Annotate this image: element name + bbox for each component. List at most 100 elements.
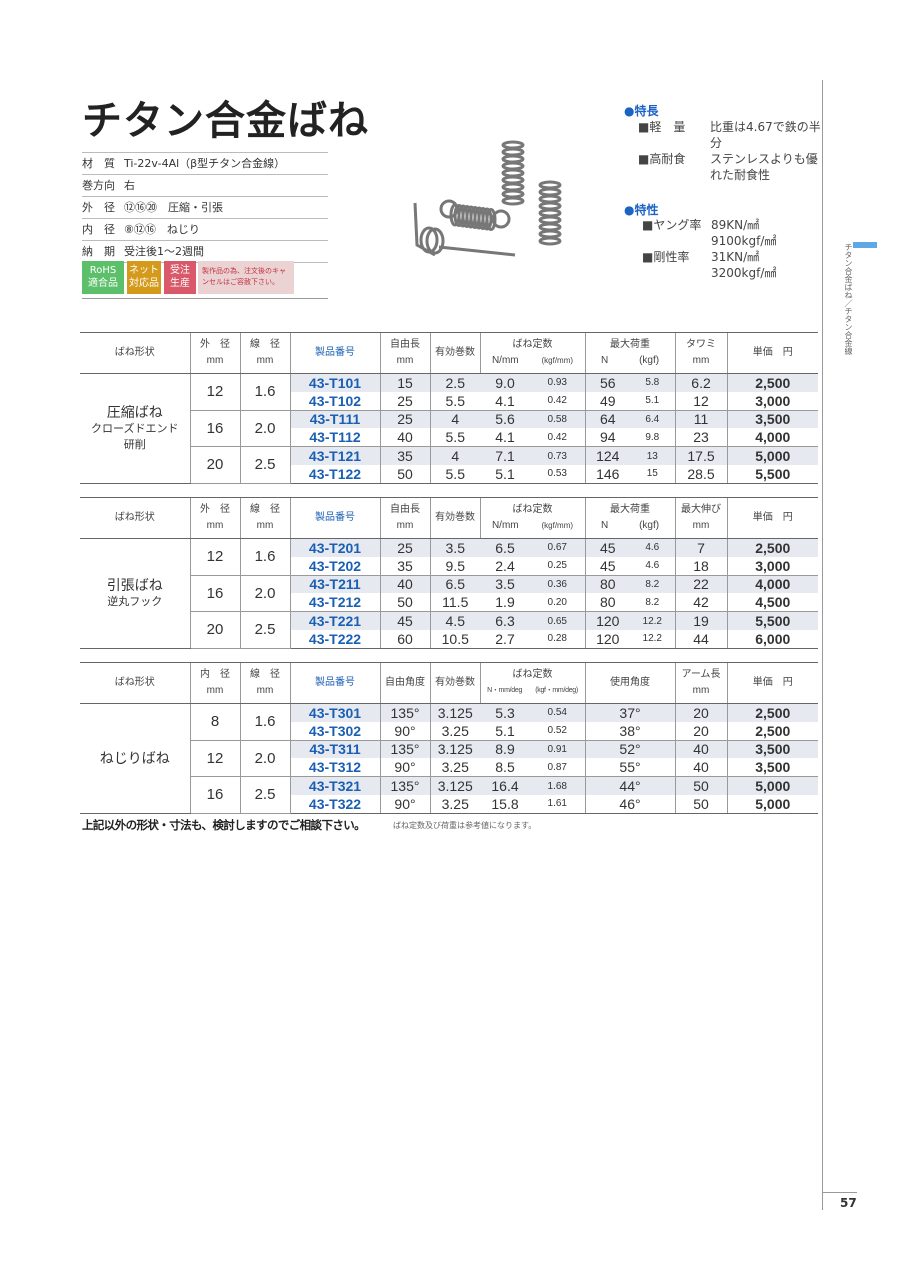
unit-price: 3,000 [726,391,819,411]
active-coils: 6.5 [429,575,480,594]
spec-key: 巻方向 [82,179,115,192]
product-number-link[interactable]: 43-T112 [289,428,380,448]
net-badge: ネット 対応品 [127,261,161,294]
unit-price: 5,000 [726,446,819,465]
deflection: 19 [674,611,728,630]
spring-rate-n: 4.1 [480,391,530,411]
unit-price: 4,000 [726,575,819,594]
unit-price: 6,000 [726,629,819,649]
product-number-link[interactable]: 43-T202 [289,556,380,576]
column-header-spring-rate: ばね定数 N/mm (kgf/mm) [479,497,586,539]
spring-rate-n: 2.4 [480,556,530,576]
free-length: 90° [379,794,430,814]
product-number-link[interactable]: 43-T321 [289,776,380,795]
spec-value: 右 [124,179,135,192]
product-number-link[interactable]: 43-T102 [289,391,380,411]
max-load-n: 45 [584,556,631,576]
product-number-link[interactable]: 43-T221 [289,611,380,630]
spec-row: 外 径 ⑫⑯⑳ 圧縮・引張 [82,197,328,219]
use-angle: 55° [584,758,676,778]
column-header: 製品番号 [289,662,380,704]
max-load-kgf: 5.8 [630,373,676,392]
wire-diameter: 2.5 [239,611,290,649]
free-length: 90° [379,721,430,741]
free-length: 135° [379,740,430,759]
spring-shape: ねじりばね [80,703,190,814]
column-header: 自由長 mm [379,332,430,374]
diameter: 16 [189,776,240,814]
arm-length: 20 [674,703,728,722]
deflection: 18 [674,556,728,576]
spring-rate-kgf: 1.61 [530,794,586,814]
column-header: 内 径 mm [189,662,240,704]
diameter: 20 [189,446,240,484]
spring-rate-n: 6.5 [480,538,530,557]
table-row: 43-T202 35 9.5 2.4 0.25 45 4.6 18 3,000 [80,556,819,576]
table-row: 圧縮ばね クローズドエンド 研削 12 1.6 43-T101 15 2.5 9.0 0.93 5… [80,373,819,484]
wire-diameter: 1.6 [239,538,290,576]
product-number-link[interactable]: 43-T212 [289,593,380,613]
active-coils: 3.5 [429,538,480,557]
table-row: 16 2.0 43-T111 25 4 5.6 0.58 64 6.4 11 3,500 [80,410,819,448]
deflection: 11 [674,410,728,429]
unit-price: 5,000 [726,776,819,795]
product-number-link[interactable]: 43-T201 [289,538,380,557]
product-number-link[interactable]: 43-T301 [289,703,380,722]
wire-diameter: 2.0 [239,740,290,778]
free-length: 35 [379,556,430,576]
active-coils: 11.5 [429,593,480,613]
product-number-link[interactable]: 43-T122 [289,464,380,484]
max-load-kgf: 4.6 [630,556,676,576]
max-load-n: 124 [584,446,631,465]
spec-value: ⑫⑯⑳ 圧縮・引張 [124,201,223,214]
product-number-link[interactable]: 43-T311 [289,740,380,759]
free-length: 40 [379,575,430,594]
active-coils: 3.125 [429,703,480,722]
footer-small-note: ばね定数及び荷重は参考値になります。 [393,821,537,830]
unit-price: 3,500 [726,740,819,759]
column-header: アーム長 mm [674,662,728,704]
max-load-kgf: 8.2 [630,575,676,594]
spring-rate-kgf: 0.65 [530,611,586,630]
spring-rate-kgf: 0.42 [530,391,586,411]
free-length: 45 [379,611,430,630]
wire-diameter: 2.0 [239,575,290,613]
column-header: 自由長 mm [379,497,430,539]
use-angle: 37° [584,703,676,722]
table-row: 43-T102 25 5.5 4.1 0.42 49 5.1 12 3,000 [80,391,819,411]
max-load-n: 120 [584,629,631,649]
deflection: 7 [674,538,728,557]
product-number-link[interactable]: 43-T322 [289,794,380,814]
spec-table: ばね形状外 径 mm 線 径 mm 製品番号 自由長 mm 有効巻数 ばね定数 N/mm (k… [80,332,819,484]
product-number-link[interactable]: 43-T211 [289,575,380,594]
product-number-link[interactable]: 43-T302 [289,721,380,741]
free-length: 15 [379,373,430,392]
free-length: 25 [379,538,430,557]
product-number-link[interactable]: 43-T312 [289,758,380,778]
spring-rate-n: 5.6 [480,410,530,429]
arm-length: 50 [674,776,728,795]
property-key: ■剛性率 [642,250,690,264]
free-length: 90° [379,758,430,778]
deflection: 12 [674,391,728,411]
product-number-link[interactable]: 43-T222 [289,629,380,649]
column-header: 線 径 mm [239,332,290,374]
product-number-link[interactable]: 43-T121 [289,446,380,465]
product-number-link[interactable]: 43-T111 [289,410,380,429]
wire-diameter: 2.5 [239,776,290,814]
diameter: 16 [189,575,240,613]
column-header: 線 径 mm [239,662,290,704]
spring-shape: 圧縮ばね クローズドエンド 研削 [80,373,190,484]
spec-value: Ti-22v-4Al（β型チタン合金線） [124,157,286,170]
rohs-badge: RoHS 適合品 [82,261,124,294]
side-tab-marker [853,242,877,248]
max-load-n: 64 [584,410,631,429]
product-number-link[interactable]: 43-T101 [289,373,380,392]
spring-rate-n: 7.1 [480,446,530,465]
column-header: 最大伸び mm [674,497,728,539]
deflection: 6.2 [674,373,728,392]
page-title: チタン合金ばね [82,98,369,144]
active-coils: 4.5 [429,611,480,630]
column-header: ばね形状 [80,332,190,374]
active-coils: 9.5 [429,556,480,576]
